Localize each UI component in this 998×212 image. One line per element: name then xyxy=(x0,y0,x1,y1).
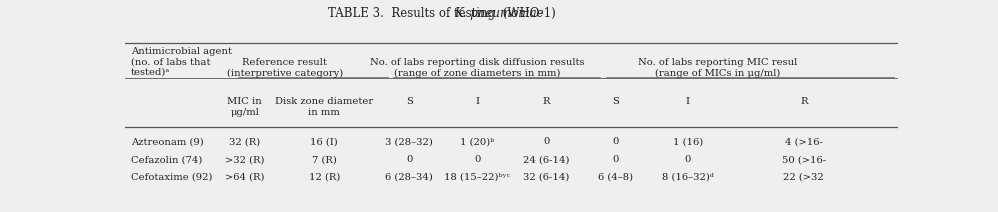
Text: I: I xyxy=(686,97,690,106)
Text: Cefazolin (74): Cefazolin (74) xyxy=(131,155,203,164)
Text: No. of labs reporting MIC resul
(range of MICs in μg/ml): No. of labs reporting MIC resul (range o… xyxy=(638,58,796,78)
Text: K. pneumoniae: K. pneumoniae xyxy=(454,7,544,20)
Text: 8 (16–32)ᵈ: 8 (16–32)ᵈ xyxy=(662,173,714,182)
Text: R: R xyxy=(800,97,807,106)
Text: 0: 0 xyxy=(613,137,619,146)
Text: 0: 0 xyxy=(543,137,550,146)
Text: 0: 0 xyxy=(613,155,619,164)
Text: 1 (16): 1 (16) xyxy=(673,137,703,146)
Text: >64 (R): >64 (R) xyxy=(225,173,264,182)
Text: Reference result
(interpretive category): Reference result (interpretive category) xyxy=(227,58,343,78)
Text: 32 (6-14): 32 (6-14) xyxy=(523,173,570,182)
Text: I: I xyxy=(475,97,479,106)
Text: 22 (>32: 22 (>32 xyxy=(783,173,824,182)
Text: 6 (4–8): 6 (4–8) xyxy=(599,173,634,182)
Text: Cefotaxime (92): Cefotaxime (92) xyxy=(131,173,213,182)
Text: 6 (28–34): 6 (28–34) xyxy=(385,173,433,182)
Text: No. of labs reporting disk diffusion results
(range of zone diameters in mm): No. of labs reporting disk diffusion res… xyxy=(370,58,585,78)
Text: 16 (I): 16 (I) xyxy=(310,137,338,146)
Text: S: S xyxy=(613,97,620,106)
Text: (WHO-1): (WHO-1) xyxy=(499,7,556,20)
Text: 50 (>16-: 50 (>16- xyxy=(781,155,826,164)
Text: S: S xyxy=(406,97,413,106)
Text: 0: 0 xyxy=(685,155,691,164)
Text: 3 (28–32): 3 (28–32) xyxy=(385,137,433,146)
Text: 4 (>16-: 4 (>16- xyxy=(784,137,822,146)
Text: TABLE 3.  Results of testing: TABLE 3. Results of testing xyxy=(328,7,499,20)
Text: Aztreonam (9): Aztreonam (9) xyxy=(131,137,204,146)
Text: MIC in
μg/ml: MIC in μg/ml xyxy=(228,97,262,117)
Text: Antimicrobial agent
(no. of labs that
tested)ᵃ: Antimicrobial agent (no. of labs that te… xyxy=(131,47,232,77)
Text: 0: 0 xyxy=(474,155,481,164)
Text: 18 (15–22)ᵇʸᶜ: 18 (15–22)ᵇʸᶜ xyxy=(444,173,511,182)
Text: 1 (20)ᵇ: 1 (20)ᵇ xyxy=(460,137,495,146)
Text: 32 (R): 32 (R) xyxy=(229,137,260,146)
Text: >32 (R): >32 (R) xyxy=(225,155,264,164)
Text: Disk zone diameter
in mm: Disk zone diameter in mm xyxy=(275,97,373,117)
Text: 0: 0 xyxy=(406,155,412,164)
Text: 12 (R): 12 (R) xyxy=(308,173,340,182)
Text: 7 (R): 7 (R) xyxy=(311,155,336,164)
Text: R: R xyxy=(543,97,550,106)
Text: 24 (6-14): 24 (6-14) xyxy=(523,155,570,164)
